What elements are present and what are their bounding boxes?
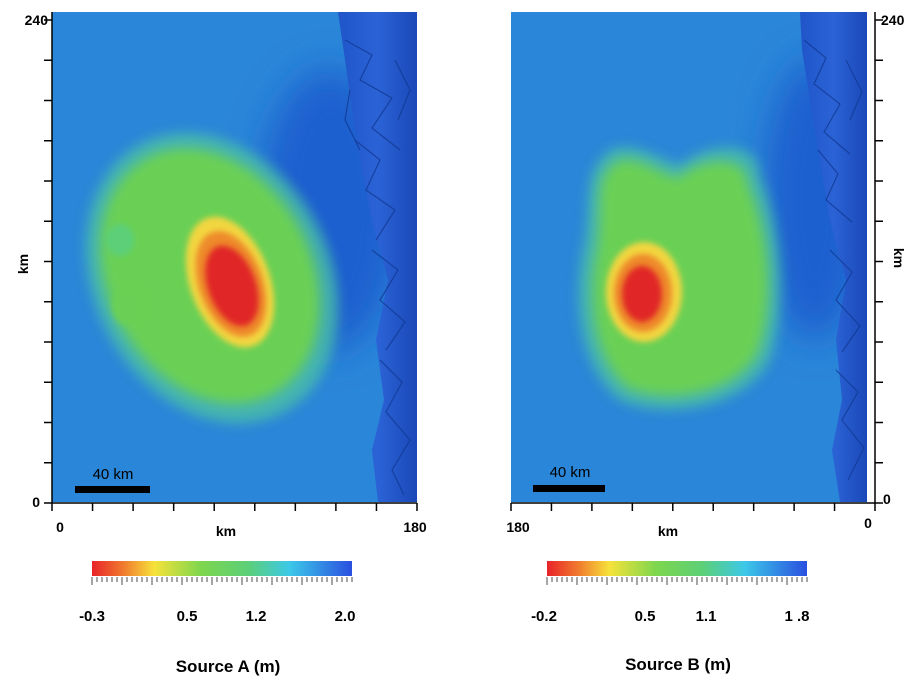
- colorbar-b-title: Source B (m): [625, 655, 731, 674]
- heatmap-b-coast: [800, 12, 867, 502]
- panel-a-scale-bar: [75, 486, 150, 493]
- colorbar-b-minor-ticks: [546, 577, 808, 585]
- colorbar-a-tick-label: 1.2: [246, 608, 267, 625]
- colorbar-b-gradient: [547, 561, 807, 576]
- heatmap-b-red-peak: [622, 266, 662, 322]
- panel-b-y-tick-bottom: 0: [883, 491, 891, 507]
- colorbar-b-tick-label: -0.2: [531, 608, 557, 625]
- panel-a-x-tick-right: 180: [403, 519, 427, 535]
- colorbar-a-tick-label: 2.0: [335, 608, 356, 625]
- colorbar-a-minor-ticks: [91, 577, 353, 585]
- heatmap-a-red-peak: [205, 245, 259, 327]
- colorbar-b: -0.2 0.5 1.1 1 .8 Source B (m): [531, 561, 810, 674]
- colorbar-b-tick-label: 1.1: [696, 608, 717, 625]
- panel-a-y-ticks: [44, 19, 52, 504]
- colorbar-a: -0.3 0.5 1.2 2.0 Source A (m): [79, 561, 355, 676]
- panel-a-x-tick-left: 0: [56, 519, 64, 535]
- colorbar-b-tick-label: 0.5: [635, 608, 656, 625]
- panel-b-x-ticks: [510, 503, 876, 511]
- heatmap-a-green-lobe-2: [106, 224, 134, 256]
- panel-b-scale-bar-label: 40 km: [550, 464, 591, 481]
- heatmap-b-coast-texture: [803, 39, 865, 481]
- panel-a-x-axis-label: km: [216, 523, 236, 539]
- panel-a-y-axis-label: km: [15, 254, 31, 274]
- heatmap-panel-b: 240 0 180 0 km km 40 km: [506, 12, 907, 539]
- panel-a-y-tick-bottom: 0: [32, 494, 40, 510]
- colorbar-a-tick-label: -0.3: [79, 608, 105, 625]
- panel-a-y-tick-top: 240: [25, 12, 49, 28]
- panel-b-scale-bar: [533, 485, 605, 492]
- heatmap-a-coast-texture: [344, 39, 411, 496]
- panel-b-x-tick-left: 180: [506, 519, 530, 535]
- heatmap-panel-a: 240 0 0 180 km km 40 km: [15, 12, 427, 539]
- colorbar-a-tick-label: 0.5: [177, 608, 198, 625]
- panel-b-y-ticks: [875, 19, 883, 504]
- panel-b-x-axis-label: km: [658, 523, 678, 539]
- colorbar-a-title: Source A (m): [176, 657, 281, 676]
- panel-b-x-tick-right: 0: [864, 515, 872, 531]
- colorbar-b-tick-label: 1 .8: [784, 608, 809, 625]
- heatmap-a-coast: [338, 12, 417, 502]
- colorbar-a-gradient: [92, 561, 352, 576]
- panel-b-y-axis-label: km: [891, 248, 907, 268]
- panel-a-x-ticks: [51, 503, 418, 511]
- heatmap-a-green-lobe: [112, 285, 144, 325]
- panel-b-y-tick-top: 240: [881, 12, 905, 28]
- panel-a-scale-bar-label: 40 km: [93, 466, 134, 483]
